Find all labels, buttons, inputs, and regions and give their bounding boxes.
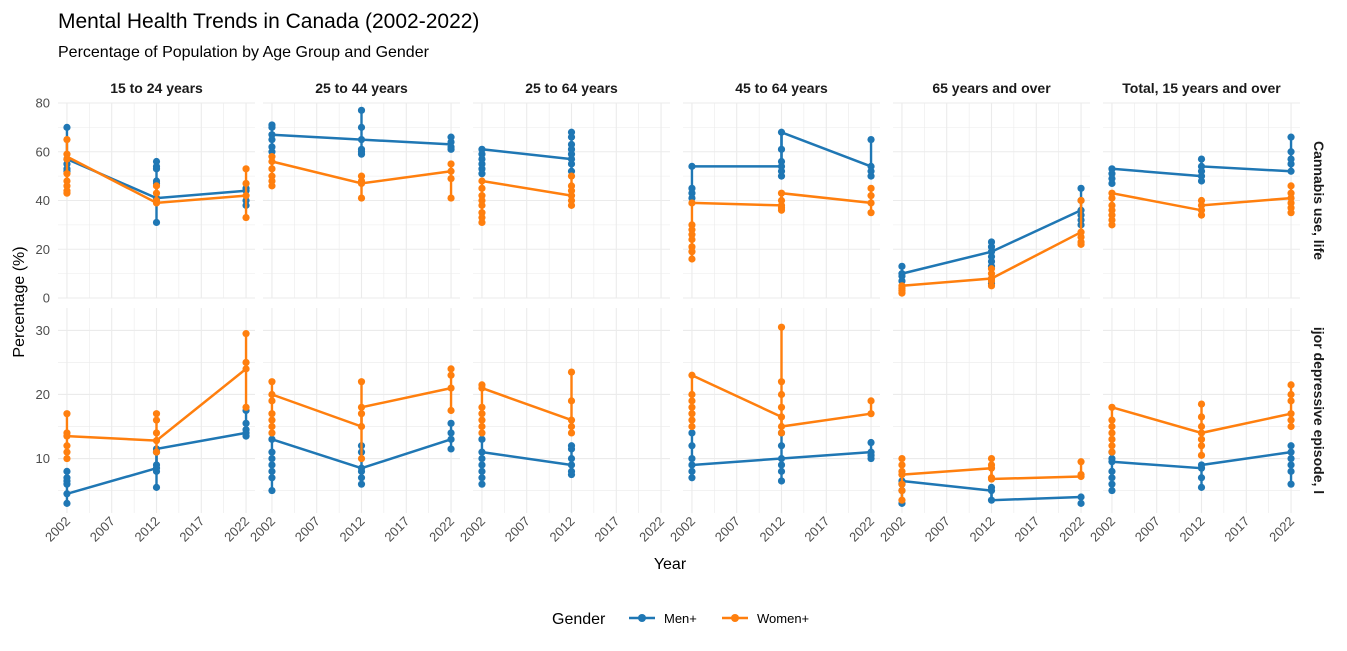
series-line — [481, 386, 572, 422]
series-line — [271, 133, 452, 146]
y-tick-label: 20 — [36, 242, 50, 257]
x-tick-label: 2002 — [1087, 514, 1118, 545]
x-tick-label: 2012 — [1177, 514, 1208, 545]
x-tick-label: 2002 — [247, 514, 278, 545]
series-line — [271, 438, 452, 470]
y-tick-label: 30 — [36, 323, 50, 338]
y-tick-label: 80 — [36, 96, 50, 111]
series-line — [481, 450, 572, 467]
legend-dot-women — [731, 614, 739, 622]
legend-dot-men — [638, 614, 646, 622]
series-line — [271, 386, 452, 429]
x-tick-label: 2022 — [1056, 514, 1087, 545]
x-tick-label: 2007 — [1132, 514, 1163, 545]
x-tick-label: 2017 — [381, 514, 412, 545]
series-line — [66, 431, 247, 496]
series-line — [271, 160, 452, 185]
series-line — [1111, 165, 1292, 178]
x-axis-title: Year — [654, 556, 687, 573]
panel-1-0 — [63, 330, 250, 507]
x-tick-label: 2007 — [922, 514, 953, 545]
y-tick-label: 20 — [36, 387, 50, 402]
panel-1-1 — [268, 365, 455, 495]
x-tick-label: 2022 — [1266, 514, 1297, 545]
x-tick-label: 2012 — [757, 514, 788, 545]
y-tick-label: 40 — [36, 193, 50, 208]
series-line — [1111, 191, 1292, 212]
x-tick-label: 2002 — [667, 514, 698, 545]
x-tick-label: 2007 — [292, 514, 323, 545]
x-tick-label: 2002 — [457, 514, 488, 545]
series-line — [901, 479, 1082, 502]
panel-0-4 — [898, 184, 1085, 297]
series-line — [481, 179, 572, 197]
y-tick-label: 60 — [36, 144, 50, 159]
facet-column-label: 25 to 44 years — [315, 80, 408, 96]
x-tick-label: 2012 — [967, 514, 998, 545]
x-tick-label: 2017 — [1011, 514, 1042, 545]
facet-strips: 15 to 24 years 25 to 44 years 25 to 64 yea… — [110, 80, 1327, 494]
x-tick-label: 2012 — [547, 514, 578, 545]
series-line — [66, 367, 247, 442]
panel-0-1 — [268, 106, 455, 202]
x-tick-label: 2007 — [87, 514, 118, 545]
x-tick-label: 2022 — [426, 514, 457, 545]
panel-1-5 — [1108, 381, 1295, 495]
y-axis-title: Percentage (%) — [11, 246, 28, 357]
x-tick-label: 2007 — [502, 514, 533, 545]
legend-label-men: Men+ — [664, 611, 697, 626]
x-tick-label: 2017 — [801, 514, 832, 545]
x-tick-label: 2017 — [176, 514, 207, 545]
legend-title: Gender — [552, 611, 606, 628]
legend-label-women: Women+ — [757, 611, 809, 626]
x-tick-label: 2022 — [846, 514, 877, 545]
series-line — [1111, 406, 1292, 435]
series-line — [901, 231, 1082, 288]
series-line — [691, 374, 872, 428]
panel-1-3 — [688, 323, 875, 485]
x-tick-label: 2017 — [591, 514, 622, 545]
series-line — [692, 130, 872, 168]
series-line — [901, 466, 1082, 481]
panel-0-0 — [63, 123, 250, 227]
facet-column-label: Total, 15 years and over — [1122, 80, 1281, 96]
facet-row-label: Cannabis use, life — [1311, 141, 1327, 260]
y-tick-labels: 0 20 40 60 80 10 20 30 — [36, 96, 50, 467]
series-line — [901, 209, 1082, 275]
panel-0-2 — [478, 128, 576, 227]
legend: Gender Men+ Women+ — [552, 611, 809, 628]
x-tick-label: 2002 — [877, 514, 908, 545]
series-line — [691, 450, 872, 467]
y-tick-label: 0 — [43, 291, 50, 306]
x-tick-label: 2002 — [42, 514, 73, 545]
facet-row-label: ijor depressive episode, l — [1311, 327, 1327, 494]
series-line — [66, 155, 247, 205]
panel-1-2 — [478, 368, 576, 488]
facet-column-label: 45 to 64 years — [735, 80, 828, 96]
chart-title: Mental Health Trends in Canada (2002-202… — [58, 10, 479, 33]
facet-column-label: 25 to 64 years — [525, 80, 618, 96]
facet-column-label: 15 to 24 years — [110, 80, 203, 96]
facet-column-label: 65 years and over — [932, 80, 1051, 96]
panel-1-4 — [898, 454, 1085, 507]
x-tick-label: 2012 — [132, 514, 163, 545]
x-tick-label: 2017 — [1221, 514, 1252, 545]
chart-subtitle: Percentage of Population by Age Group an… — [58, 44, 430, 61]
series-line — [481, 148, 572, 161]
series-line — [1111, 450, 1292, 470]
series-line — [691, 191, 872, 207]
x-tick-label: 2007 — [712, 514, 743, 545]
x-tick-label: 2022 — [636, 514, 667, 545]
panel-0-5 — [1108, 133, 1295, 229]
facet-panels — [58, 102, 1300, 513]
x-tick-label: 2022 — [221, 514, 252, 545]
x-tick-label: 2012 — [337, 514, 368, 545]
panel-0-3 — [688, 128, 875, 263]
y-tick-label: 10 — [36, 451, 50, 466]
